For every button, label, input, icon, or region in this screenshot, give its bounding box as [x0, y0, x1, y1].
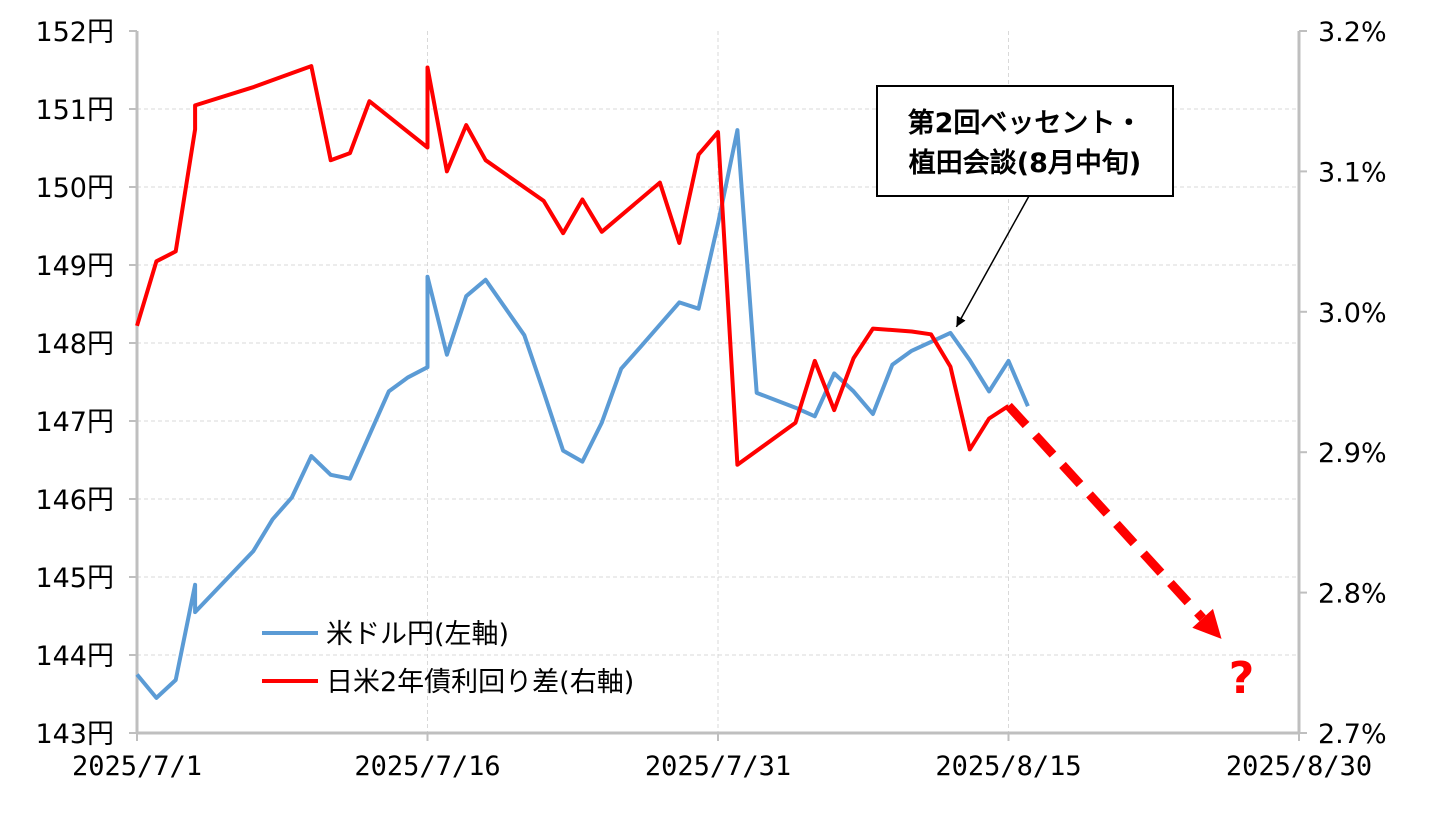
left-tick-label: 151円: [35, 95, 114, 126]
left-tick-label: 152円: [35, 17, 114, 48]
right-tick-label: 3.2%: [1318, 17, 1387, 48]
series-line-1: [135, 64, 1010, 467]
series-layer: [135, 64, 1030, 700]
left-tick-label: 144円: [35, 641, 114, 672]
left-tick-label: 145円: [35, 563, 114, 594]
right-tick-label: 2.8%: [1318, 579, 1387, 610]
x-tick-label: 2025/7/16: [354, 751, 500, 782]
right-tick-label: 3.0%: [1318, 298, 1387, 329]
x-tick-label: 2025/7/31: [645, 751, 791, 782]
legend-label-1: 日米2年債利回り差(右軸): [326, 667, 634, 698]
right-tick-label: 2.9%: [1318, 438, 1387, 469]
legend-label-0: 米ドル円(左軸): [326, 619, 509, 650]
annotation-box: [876, 85, 1174, 197]
series-line-0: [135, 128, 1030, 700]
annotation-line-0: 第2回ベッセント・: [908, 107, 1143, 139]
annotation-pointer: [955, 195, 1030, 328]
annotation-layer: 第2回ベッセント・植田会談(8月中旬): [876, 85, 1174, 328]
x-tick-label: 2025/8/15: [935, 751, 1081, 782]
legend: 米ドル円(左軸) 日米2年債利回り差(右軸): [262, 619, 634, 698]
left-tick-label: 146円: [35, 485, 114, 516]
x-tick-label: 2025/7/1: [72, 751, 202, 782]
projection-dashed-line: [1005, 402, 1206, 622]
projection-arrowhead: [1192, 608, 1222, 639]
left-tick-label: 148円: [35, 329, 114, 360]
x-tick-label: 2025/8/30: [1226, 751, 1372, 782]
left-tick-label: 149円: [35, 251, 114, 282]
annotation-line-1: 植田会談(8月中旬): [909, 147, 1141, 179]
left-tick-label: 147円: [35, 407, 114, 438]
left-tick-label: 143円: [35, 719, 114, 750]
question-mark: ?: [1229, 653, 1255, 704]
right-tick-label: 2.7%: [1318, 719, 1387, 750]
left-tick-label: 150円: [35, 173, 114, 204]
gridlines: [137, 31, 1300, 733]
axes: 143円 144円 145円 146円 147円 148円 149円 150円 151円 152円…: [35, 17, 1386, 782]
projection-layer: ?: [1005, 402, 1255, 704]
right-tick-label: 3.1%: [1318, 157, 1387, 188]
